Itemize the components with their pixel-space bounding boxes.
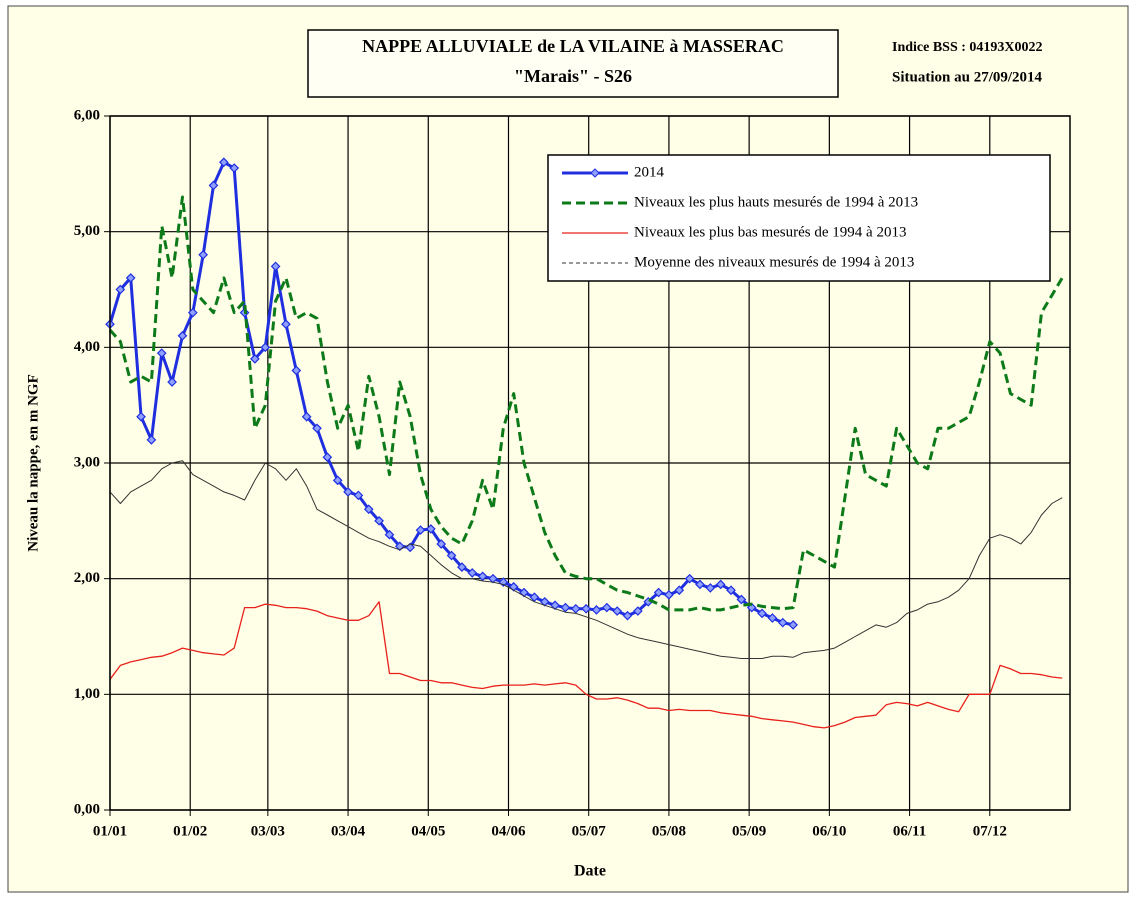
data-marker: [301, 411, 312, 422]
data-marker: [591, 605, 602, 615]
y-tick-label: 4,00: [74, 339, 100, 355]
x-tick-label: 04/05: [411, 823, 445, 839]
data-marker: [332, 475, 343, 486]
data-marker: [715, 579, 726, 590]
annotation: Situation au 27/09/2014: [892, 69, 1043, 85]
y-tick-label: 1,00: [74, 686, 100, 702]
data-marker: [488, 573, 498, 584]
data-marker: [467, 568, 478, 578]
legend: 2014 Niveaux les plus hauts mesurés de 19…: [547, 154, 1051, 282]
data-marker: [674, 585, 685, 596]
x-tick-label: 01/02: [173, 823, 207, 839]
data-marker: [229, 163, 240, 173]
data-marker: [612, 606, 623, 616]
plot-border: [109, 115, 1071, 811]
data-marker: [757, 608, 767, 619]
data-marker: [653, 587, 664, 598]
data-marker: [374, 515, 384, 526]
data-marker: [633, 606, 643, 616]
data-marker: [115, 284, 126, 295]
data-marker: [384, 529, 395, 540]
data-marker: [125, 273, 136, 283]
x-tick-label: 03/04: [331, 823, 366, 839]
series-line: [109, 460, 1063, 659]
data-marker: [363, 504, 374, 515]
x-tick-label: 05/07: [572, 823, 607, 839]
data-marker: [426, 524, 436, 534]
x-tick-label: 05/08: [652, 823, 686, 839]
y-tick-label: 3,00: [74, 454, 100, 470]
y-tick-label: 6,00: [74, 107, 100, 123]
data-marker: [529, 592, 540, 603]
series-line: [108, 195, 1064, 612]
data-marker: [705, 583, 716, 593]
data-marker: [622, 610, 633, 621]
y-axis-label: Niveau la nappe, en m NGF: [25, 374, 41, 552]
x-tick-label: 06/10: [812, 823, 846, 839]
legend-box: [547, 154, 1051, 282]
data-marker: [560, 602, 571, 613]
legend-label: Niveaux les plus bas mesurés de 1994 à 2…: [634, 224, 906, 240]
data-marker: [198, 249, 209, 260]
data-marker: [570, 603, 581, 614]
data-marker: [788, 620, 798, 630]
data-marker: [322, 452, 333, 463]
series-line: [109, 601, 1063, 729]
data-marker: [291, 365, 302, 376]
data-marker: [664, 590, 674, 600]
x-tick-label: 06/11: [893, 823, 926, 839]
data-marker: [312, 423, 322, 434]
x-tick-label: 05/09: [732, 823, 766, 839]
legend-label: Moyenne des niveaux mesurés de 1994 à 20…: [634, 254, 914, 270]
data-marker: [736, 594, 747, 605]
legend-marker: [590, 168, 600, 178]
x-axis-label: Date: [574, 863, 606, 880]
data-marker: [136, 411, 146, 422]
series-layer: [105, 157, 1064, 729]
data-marker: [219, 157, 229, 168]
y-tick-label: 0,00: [74, 801, 100, 817]
data-marker: [146, 435, 157, 445]
x-tick-label: 07/12: [973, 823, 1007, 839]
y-tick-label: 5,00: [74, 223, 100, 239]
data-marker: [695, 579, 705, 590]
data-marker: [260, 342, 271, 353]
data-marker: [250, 354, 260, 364]
data-marker: [187, 307, 198, 318]
data-marker: [684, 573, 695, 584]
data-marker: [156, 348, 167, 358]
title-box: [307, 29, 839, 98]
data-marker: [498, 577, 509, 587]
data-marker: [601, 602, 612, 613]
chart-title: NAPPE ALLUVIALE de LA VILAINE à MASSERAC: [362, 36, 784, 56]
data-marker: [436, 539, 447, 549]
data-marker: [726, 585, 736, 596]
data-marker: [208, 180, 219, 191]
legend-label: 2014: [634, 164, 665, 180]
data-marker: [177, 330, 188, 341]
data-marker: [353, 490, 364, 501]
data-marker: [767, 613, 778, 623]
data-marker: [281, 319, 291, 330]
data-marker: [446, 550, 457, 561]
data-marker: [581, 603, 591, 614]
data-marker: [167, 377, 177, 387]
y-tick-label: 2,00: [74, 570, 100, 586]
data-marker: [550, 600, 560, 611]
annotation: Indice BSS : 04193X0022: [892, 40, 1043, 55]
data-marker: [746, 602, 757, 613]
data-marker: [343, 487, 353, 497]
data-marker: [777, 617, 788, 628]
data-marker: [415, 525, 426, 535]
data-marker: [457, 562, 467, 572]
data-marker: [270, 261, 281, 272]
x-tick-label: 04/06: [491, 823, 526, 839]
x-tick-label: 03/03: [251, 823, 285, 839]
data-marker: [477, 571, 488, 582]
legend-label: Niveaux les plus hauts mesurés de 1994 à…: [634, 194, 918, 210]
chart-subtitle: "Marais" - S26: [514, 66, 632, 86]
x-tick-label: 01/01: [93, 823, 127, 839]
